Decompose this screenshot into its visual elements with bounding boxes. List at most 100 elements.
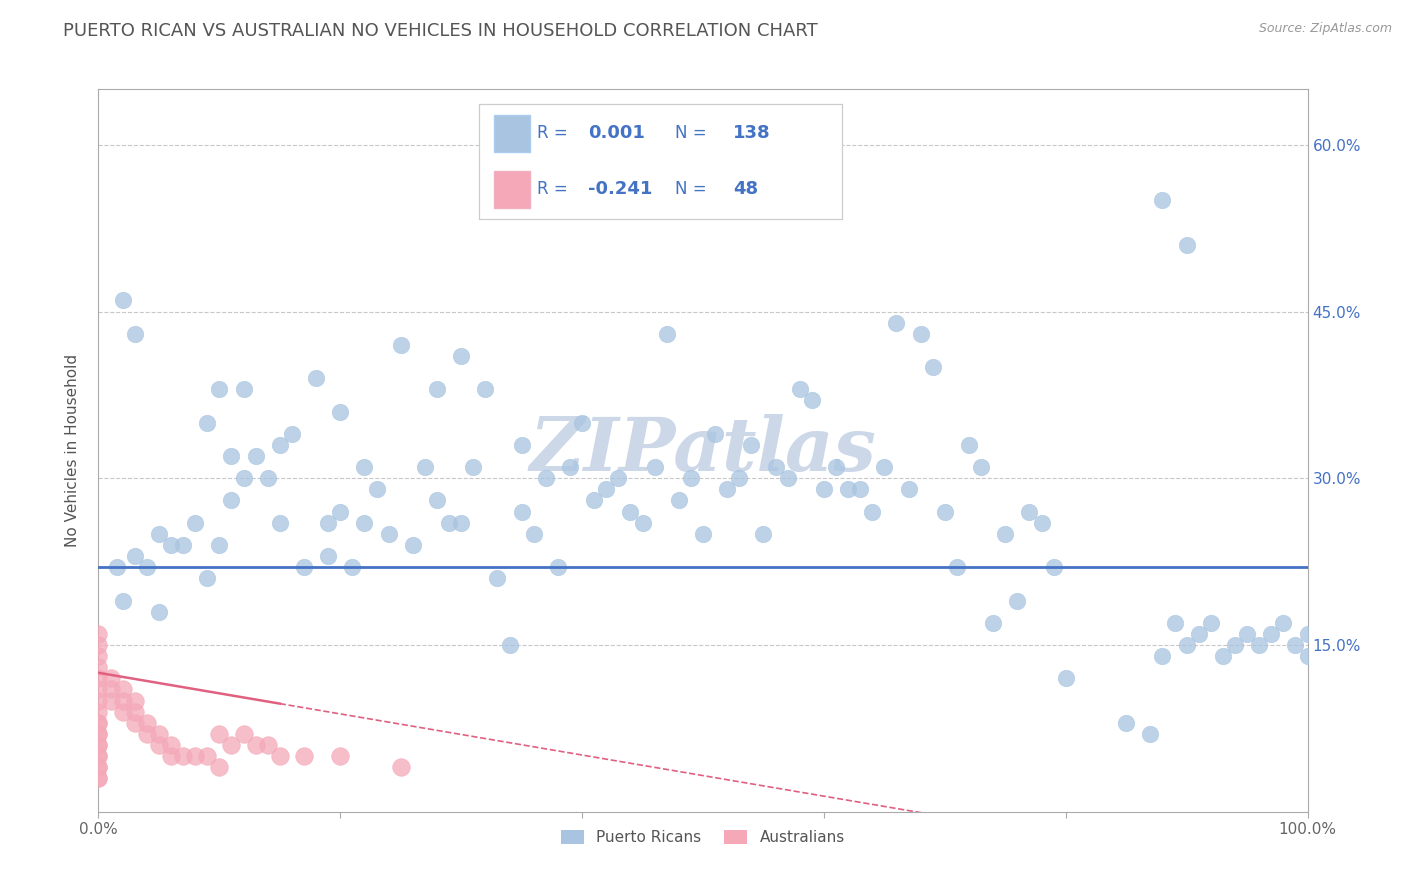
Point (679, 471, 702, 485)
Point (269, 516, 291, 530)
Point (523, 526, 546, 541)
Point (305, 371, 328, 385)
Point (426, 493, 449, 508)
Point (1152, 649, 1174, 664)
Point (221, 738, 243, 752)
Point (426, 382, 449, 396)
Point (292, 560, 315, 574)
Point (256, 738, 278, 752)
Point (208, 382, 231, 396)
Point (752, 526, 775, 541)
Point (105, 560, 128, 574)
Point (450, 349, 472, 363)
Point (87, 738, 110, 752)
Point (329, 749, 352, 764)
Point (740, 438, 762, 452)
Point (329, 404, 352, 418)
Point (571, 416, 593, 430)
Point (704, 426, 727, 441)
Point (160, 738, 183, 752)
Point (366, 483, 388, 497)
Point (316, 516, 339, 530)
Point (765, 460, 787, 475)
Point (87, 715, 110, 730)
Point (825, 460, 848, 475)
Point (135, 727, 157, 741)
Point (619, 505, 641, 519)
Point (87, 760, 110, 774)
Point (87, 760, 110, 774)
Point (1249, 638, 1271, 652)
Point (474, 382, 496, 396)
Point (886, 316, 908, 330)
Point (87, 749, 110, 764)
Point (269, 749, 291, 764)
Point (437, 516, 460, 530)
Point (1260, 627, 1282, 641)
Point (1115, 715, 1137, 730)
Point (232, 382, 254, 396)
Point (111, 705, 134, 719)
Point (232, 727, 254, 741)
Point (402, 538, 425, 552)
Point (498, 638, 520, 652)
Point (377, 526, 399, 541)
Point (245, 738, 267, 752)
Point (1175, 237, 1198, 252)
Point (195, 571, 218, 585)
Point (172, 749, 194, 764)
Point (692, 526, 714, 541)
Text: PUERTO RICAN VS AUSTRALIAN NO VEHICLES IN HOUSEHOLD CORRELATION CHART: PUERTO RICAN VS AUSTRALIAN NO VEHICLES I… (63, 22, 818, 40)
Point (195, 416, 218, 430)
Point (1272, 615, 1295, 630)
Point (87, 727, 110, 741)
Point (800, 393, 823, 408)
Point (87, 772, 110, 786)
Point (135, 560, 157, 574)
Point (873, 460, 896, 475)
Y-axis label: No Vehicles in Household: No Vehicles in Household (65, 354, 80, 547)
Point (595, 483, 617, 497)
Point (1139, 727, 1161, 741)
Point (111, 693, 134, 707)
Point (558, 460, 581, 475)
Point (934, 505, 956, 519)
Point (100, 671, 122, 685)
Point (463, 460, 485, 475)
Point (946, 560, 969, 574)
Point (135, 715, 157, 730)
Point (124, 715, 146, 730)
Point (1296, 627, 1319, 641)
Point (87, 638, 110, 652)
Point (111, 293, 134, 308)
Point (1175, 638, 1198, 652)
Point (124, 326, 146, 341)
Point (184, 749, 207, 764)
Point (100, 693, 122, 707)
Point (195, 749, 218, 764)
Point (644, 460, 666, 475)
Point (160, 749, 183, 764)
Point (353, 516, 375, 530)
Point (668, 493, 690, 508)
Point (208, 727, 231, 741)
Point (124, 549, 146, 563)
Point (87, 738, 110, 752)
Point (100, 682, 122, 697)
Point (87, 693, 110, 707)
Point (269, 438, 291, 452)
Point (342, 560, 364, 574)
Point (583, 493, 606, 508)
Point (316, 549, 339, 563)
Point (776, 471, 799, 485)
Point (607, 471, 630, 485)
Point (221, 449, 243, 463)
Point (329, 505, 352, 519)
Point (87, 727, 110, 741)
Point (957, 438, 980, 452)
Point (631, 516, 654, 530)
Point (208, 538, 231, 552)
Point (970, 460, 993, 475)
Point (148, 605, 170, 619)
Point (87, 715, 110, 730)
